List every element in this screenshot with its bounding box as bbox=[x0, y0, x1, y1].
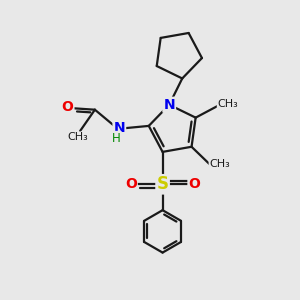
Text: O: O bbox=[188, 177, 200, 191]
Text: CH₃: CH₃ bbox=[209, 159, 230, 169]
Text: S: S bbox=[157, 175, 169, 193]
Text: H: H bbox=[112, 132, 121, 145]
Text: O: O bbox=[61, 100, 74, 114]
Text: O: O bbox=[125, 177, 137, 191]
Text: N: N bbox=[113, 121, 125, 135]
Text: CH₃: CH₃ bbox=[218, 99, 238, 110]
Text: CH₃: CH₃ bbox=[68, 132, 88, 142]
Text: N: N bbox=[164, 98, 175, 112]
